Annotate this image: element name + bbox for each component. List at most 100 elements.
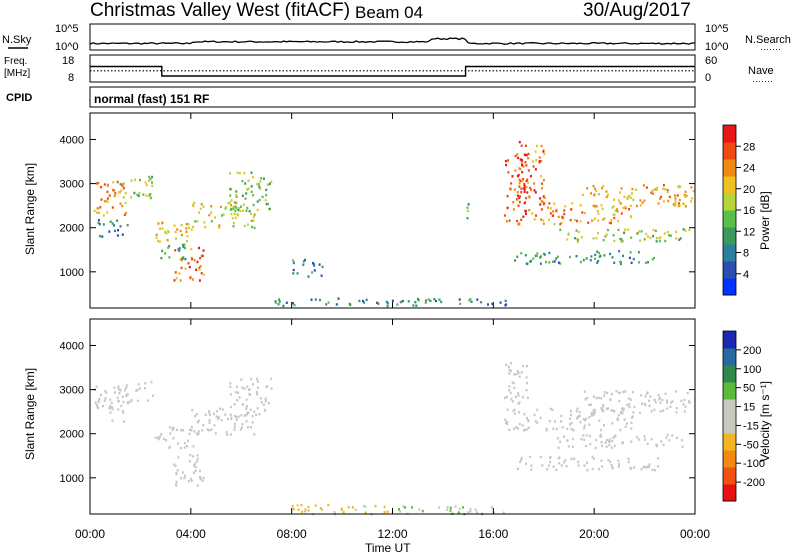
heatmap-cell	[217, 416, 220, 420]
freq-label: Freq.	[4, 56, 27, 67]
heatmap-cell	[253, 433, 256, 436]
heatmap-cell	[593, 217, 596, 220]
heatmap-cell	[666, 401, 669, 404]
colorbar-tick-label: 200	[743, 345, 761, 357]
heatmap-cell	[519, 460, 522, 464]
heatmap-cell	[600, 459, 603, 462]
heatmap-cell	[523, 185, 526, 188]
heatmap-cell	[660, 440, 663, 443]
heatmap-cell	[688, 228, 691, 232]
y-tick-label: 4000	[60, 134, 84, 146]
heatmap-cell	[619, 237, 622, 241]
heatmap-cell	[199, 265, 202, 268]
heatmap-cell	[124, 191, 127, 195]
heatmap-cell	[529, 260, 532, 263]
heatmap-cell	[187, 223, 190, 226]
heatmap-cell	[555, 468, 558, 472]
heatmap-cell	[256, 200, 259, 203]
heatmap-cell	[136, 388, 139, 392]
heatmap-cell	[518, 185, 521, 188]
colorbar-tick-label: 24	[743, 163, 755, 175]
heatmap-cell	[583, 390, 586, 393]
heatmap-cell	[251, 421, 254, 424]
heatmap-cell	[250, 377, 253, 381]
heatmap-cell	[513, 412, 516, 415]
heatmap-cell	[619, 260, 622, 264]
heatmap-cell	[255, 391, 258, 394]
heatmap-cell	[245, 420, 248, 423]
heatmap-cell	[177, 442, 180, 445]
heatmap-cell	[601, 465, 603, 468]
heatmap-cell	[600, 397, 603, 400]
heatmap-cell	[591, 219, 594, 222]
heatmap-cell	[424, 301, 427, 304]
heatmap-cell	[386, 302, 389, 305]
heatmap-cell	[539, 197, 542, 200]
heatmap-cell	[229, 172, 232, 175]
y-tick-label: 2000	[60, 223, 84, 235]
heatmap-cell	[152, 394, 154, 397]
heatmap-cell	[598, 419, 601, 422]
heatmap-cell	[622, 441, 624, 444]
heatmap-cell	[583, 211, 586, 215]
heatmap-cell	[524, 161, 527, 164]
heatmap-cell	[124, 389, 126, 392]
heatmap-cell	[668, 439, 671, 442]
heatmap-cell	[532, 165, 535, 168]
heatmap-cell	[244, 197, 247, 200]
heatmap-cell	[191, 408, 194, 412]
heatmap-cell	[542, 222, 545, 225]
heatmap-cell	[118, 392, 121, 395]
heatmap-cell	[137, 383, 140, 386]
x-axis-label: Time UT	[365, 541, 411, 554]
heatmap-cell	[198, 279, 201, 282]
heatmap-cell	[467, 511, 470, 514]
heatmap-cell	[570, 413, 572, 417]
heatmap-cell	[590, 192, 592, 195]
heatmap-cell	[185, 223, 188, 226]
heatmap-cell	[574, 219, 577, 222]
heatmap-cell	[120, 404, 123, 408]
heatmap-cell	[493, 511, 496, 515]
heatmap-cell	[591, 467, 594, 471]
heatmap-cell	[267, 402, 270, 405]
heatmap-cell	[533, 413, 536, 417]
heatmap-cell	[592, 457, 595, 460]
heatmap-cell	[188, 428, 191, 432]
heatmap-cell	[639, 199, 642, 202]
heatmap-cell	[245, 407, 248, 410]
heatmap-cell	[198, 246, 200, 250]
heatmap-cell	[683, 398, 686, 402]
heatmap-cell	[644, 261, 647, 265]
heatmap-cell	[570, 457, 573, 461]
heatmap-cell	[118, 388, 121, 392]
heatmap-cell	[192, 445, 195, 448]
heatmap-cell	[508, 369, 511, 372]
heatmap-cell	[182, 429, 185, 432]
heatmap-cell	[684, 195, 687, 198]
heatmap-cell	[614, 434, 617, 437]
heatmap-cell	[192, 225, 195, 229]
heatmap-cell	[171, 427, 174, 430]
heatmap-cell	[675, 411, 678, 414]
heatmap-cell	[662, 443, 665, 447]
heatmap-cell	[678, 204, 681, 207]
heatmap-cell	[302, 263, 305, 266]
heatmap-cell	[301, 510, 304, 513]
heatmap-cell	[337, 297, 340, 300]
noise-panel: 10^5 10^0 10^5 10^0 N.Sky N.Search ·····…	[2, 23, 791, 54]
heatmap-cell	[624, 205, 627, 209]
heatmap-cell	[593, 204, 596, 208]
heatmap-cell	[630, 196, 633, 200]
heatmap-cell	[622, 407, 625, 410]
heatmap-cell	[107, 183, 109, 187]
heatmap-cell	[245, 398, 248, 401]
colorbar-tick-label: -100	[743, 458, 765, 470]
heatmap-cell	[111, 408, 114, 411]
heatmap-cell	[188, 265, 191, 269]
heatmap-cell	[235, 206, 238, 210]
heatmap-cell	[363, 301, 365, 304]
heatmap-cell	[506, 422, 509, 426]
colorbar-segment	[723, 484, 736, 502]
heatmap-cell	[240, 378, 243, 381]
